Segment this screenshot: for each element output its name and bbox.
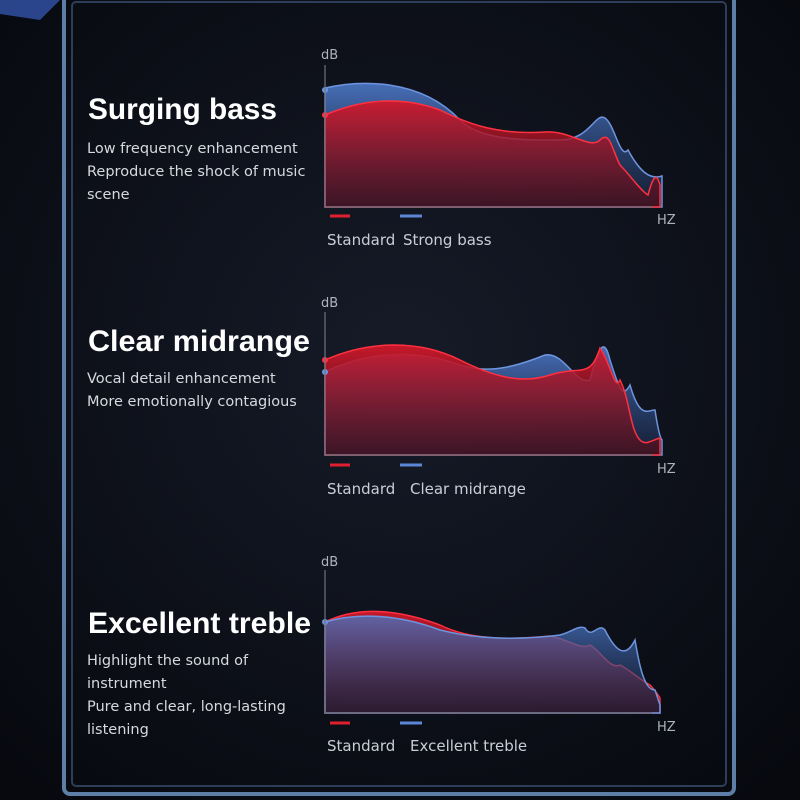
y-axis-label: dB bbox=[321, 296, 338, 311]
section: Excellent treble Highlight the sound of … bbox=[87, 555, 676, 755]
description-line: More emotionally contagious bbox=[87, 394, 297, 410]
axes bbox=[324, 312, 652, 456]
x-axis-label: HZ bbox=[657, 720, 676, 735]
section-title: Excellent treble bbox=[88, 607, 311, 640]
enhanced-curve bbox=[324, 615, 661, 714]
legend-text: Excellent treble bbox=[410, 737, 527, 755]
description-line: Pure and clear, long-lasting bbox=[87, 699, 286, 715]
description-line: Low frequency enhancement bbox=[87, 141, 298, 157]
axes bbox=[324, 65, 652, 208]
description-line: listening bbox=[87, 722, 149, 738]
legend-text: Clear midrange bbox=[410, 480, 526, 498]
section-title: Surging bass bbox=[88, 93, 277, 126]
corner-glow bbox=[0, 0, 60, 20]
axes bbox=[324, 570, 652, 714]
description-line: Reproduce the shock of music bbox=[87, 164, 305, 180]
legend-text: Standard bbox=[327, 737, 395, 755]
description-line: Vocal detail enhancement bbox=[87, 371, 276, 387]
y-axis-label: dB bbox=[321, 48, 338, 63]
legend-text: Standard bbox=[327, 231, 395, 249]
standard-curve bbox=[324, 100, 661, 208]
standard-curve bbox=[324, 344, 661, 456]
legend-text: Standard bbox=[327, 480, 395, 498]
section: Clear midrange Vocal detail enhancement … bbox=[87, 296, 676, 498]
description-line: scene bbox=[87, 187, 130, 203]
y-axis-label: dB bbox=[321, 555, 338, 570]
frame bbox=[62, 0, 736, 796]
description-line: Highlight the sound of bbox=[87, 653, 249, 669]
legend-text: Strong bass bbox=[403, 231, 492, 249]
section: Surging bass Low frequency enhancement R… bbox=[87, 48, 676, 249]
section-title: Clear midrange bbox=[88, 325, 310, 358]
x-axis-label: HZ bbox=[657, 462, 676, 477]
inner-frame bbox=[71, 1, 727, 787]
x-axis-label: HZ bbox=[657, 213, 676, 228]
description-line: instrument bbox=[87, 676, 167, 692]
